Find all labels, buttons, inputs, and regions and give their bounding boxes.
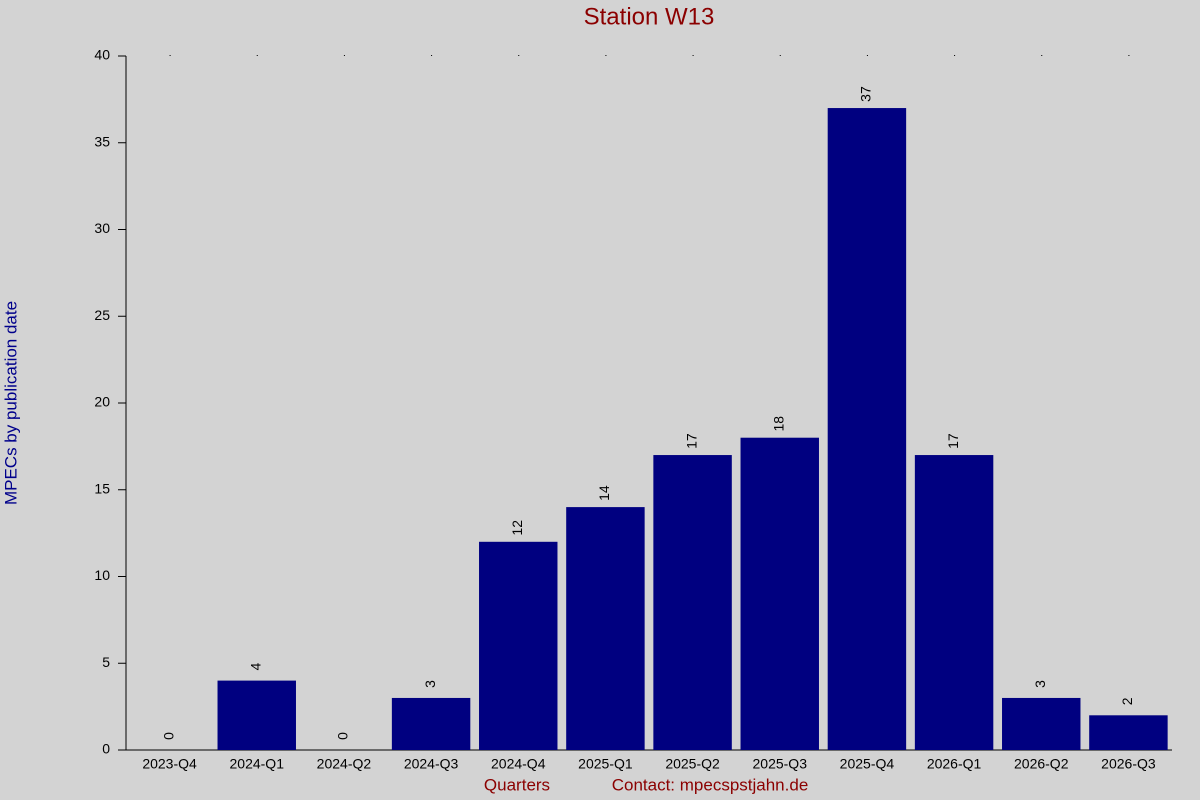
y-tick-label: 20 [94, 394, 110, 410]
value-label: 37 [858, 86, 874, 102]
bar [1089, 715, 1168, 750]
x-tick-label: 2024-Q1 [230, 756, 285, 772]
y-tick-label: 10 [94, 567, 110, 583]
top-tick-dot [256, 55, 258, 56]
x-tick-label: 2025-Q3 [753, 756, 808, 772]
bar [914, 455, 994, 750]
top-tick-dot [779, 55, 781, 56]
contact-annotation: Contact: mpecspstjahn.de [612, 775, 809, 794]
value-label: 0 [335, 732, 351, 740]
y-tick-label: 0 [102, 741, 110, 757]
top-tick-dot [518, 55, 520, 56]
x-tick-label: 2024-Q4 [491, 756, 546, 772]
bar [1002, 697, 1081, 750]
chart-title: Station W13 [584, 3, 715, 30]
x-tick-label: 2024-Q2 [317, 756, 372, 772]
y-axis-label: MPECs by publication date [1, 301, 20, 505]
value-label: 18 [770, 416, 786, 432]
bar [653, 455, 732, 750]
top-tick-dot [343, 55, 345, 56]
top-tick-dot [954, 55, 956, 56]
top-tick-dot [431, 55, 433, 56]
value-label: 14 [596, 485, 612, 501]
bar [479, 541, 558, 750]
value-label: 12 [509, 520, 525, 536]
value-label: 2 [1119, 697, 1135, 705]
y-tick-label: 5 [102, 654, 110, 670]
x-tick-label: 2024-Q3 [404, 756, 459, 772]
value-label: 17 [683, 433, 699, 449]
y-tick-label: 15 [94, 480, 110, 496]
bar [217, 680, 296, 750]
y-tick-label: 25 [94, 307, 110, 323]
x-tick-label: 2025-Q1 [578, 756, 633, 772]
x-tick-label: 2025-Q4 [840, 756, 895, 772]
bar [391, 697, 471, 750]
top-tick-dot [169, 55, 171, 56]
bar [566, 507, 645, 750]
x-tick-label: 2025-Q2 [665, 756, 720, 772]
top-tick-dot [692, 55, 694, 56]
top-tick-dot [605, 55, 607, 56]
y-tick-label: 40 [94, 47, 110, 63]
top-tick-dot [1041, 55, 1043, 56]
top-tick-dot [866, 55, 868, 56]
y-tick-label: 30 [94, 220, 110, 236]
bar [827, 108, 907, 751]
value-label: 3 [1032, 680, 1048, 688]
x-tick-label: 2026-Q1 [927, 756, 982, 772]
value-label: 17 [945, 433, 961, 449]
y-tick-label: 35 [94, 133, 110, 149]
x-tick-label: 2026-Q3 [1101, 756, 1156, 772]
value-label: 3 [422, 680, 438, 688]
x-tick-label: 2026-Q2 [1014, 756, 1069, 772]
value-label: 4 [247, 662, 263, 670]
top-tick-dot [1128, 55, 1130, 56]
x-tick-label: 2023-Q4 [142, 756, 197, 772]
x-axis-label: Quarters [484, 775, 550, 794]
bar [740, 437, 819, 750]
value-label: 0 [160, 732, 176, 740]
